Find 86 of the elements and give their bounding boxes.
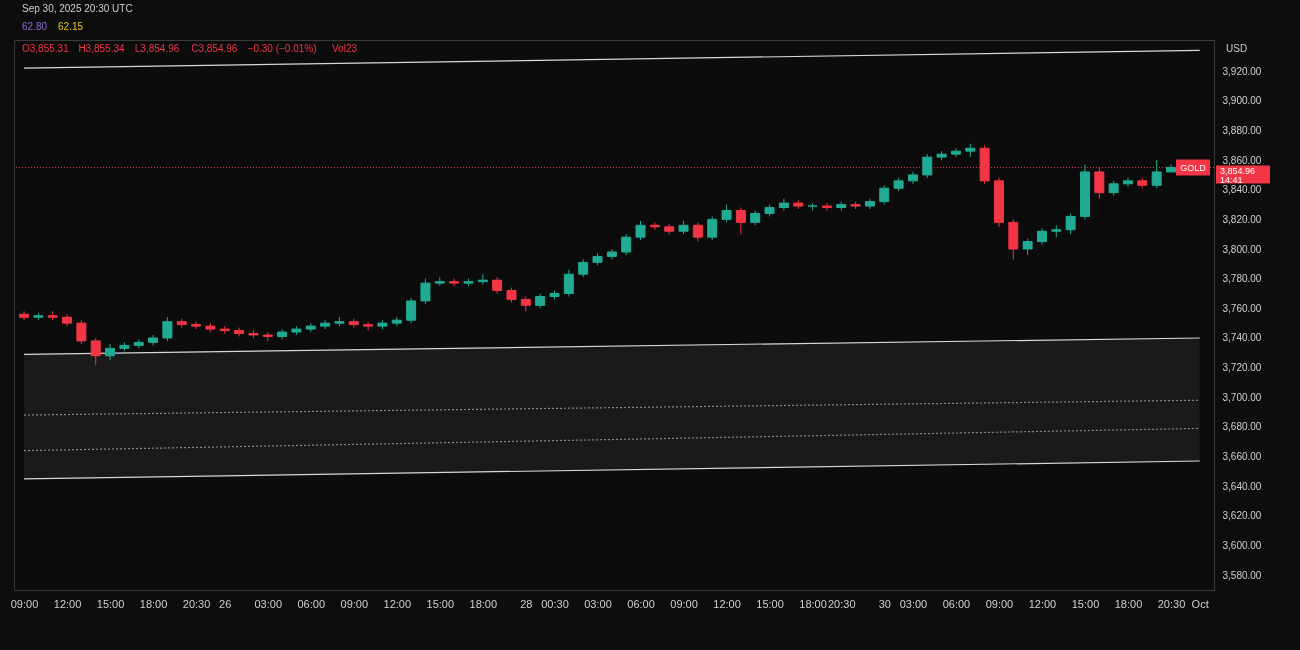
y-tick-label: 3,780.00 [1222,273,1262,285]
annotation: C3,854.96 [191,43,238,54]
x-tick-label: 26 [219,597,232,610]
y-tick-label: 3,640.00 [1222,480,1262,492]
candlestick [406,297,417,324]
candlestick [1122,177,1133,188]
x-tick-label: 12:00 [713,597,741,610]
candlestick [922,153,933,179]
x-tick-label: 12:00 [1028,597,1057,610]
annotation: O3,855.31 [22,43,70,54]
x-tick-label: 09:00 [985,597,1014,610]
annotation: Vol23 [332,43,358,54]
text: 3,854.96 [1220,165,1256,176]
x-tick-label: 20:30 [1157,597,1186,610]
y-tick-label: 3,600.00 [1222,540,1262,552]
candlestick [191,321,202,330]
y-tick-label: 3,760.00 [1222,302,1262,314]
y-tick-label: 3,740.00 [1222,332,1262,344]
text: 14:41 [1220,174,1243,185]
ref-line-label: GOLD [1180,162,1207,173]
y-tick-label: 3,860.00 [1222,154,1262,166]
x-tick-label: 00:30 [541,597,569,610]
x-tick-label: Oct [1191,597,1209,610]
y-tick-label: 3,620.00 [1222,510,1262,522]
x-tick-label: 28 [520,597,533,610]
x-tick-label: 30 [878,597,891,610]
candlestick [363,321,374,332]
x-tick-label: 06:00 [297,597,326,610]
x-tick-label: 09:00 [10,597,39,610]
annotation: −0.30 (−0.01%) [247,43,317,54]
x-tick-label: 18:00 [139,597,168,610]
candlestick [735,207,746,235]
x-tick-label: 12:00 [53,597,82,610]
text: 62.15 [58,21,84,32]
x-tick-label: 12:00 [383,597,412,610]
candlestick [707,215,718,241]
candlestick [76,319,87,345]
y-axis-title: USD [1226,43,1248,54]
y-tick-label: 3,800.00 [1222,243,1262,255]
x-tick-label: 15:00 [96,597,125,610]
y-tick-label: 3,920.00 [1222,65,1262,77]
y-tick-label: 3,900.00 [1222,95,1262,107]
annotation: L3,854.96 [134,43,180,54]
annotation: H3,855.34 [78,43,125,54]
candlestick [950,147,961,158]
candlestick [320,319,331,330]
candlestick [19,310,30,321]
candlestick [162,316,173,342]
x-tick-label: 03:00 [584,597,612,610]
x-tick-label: 06:00 [942,597,971,610]
candlestick [1151,159,1162,189]
candlestick [821,202,832,211]
candlestick [449,278,460,287]
x-tick-label: 09:00 [340,597,369,610]
x-tick-label: 03:00 [899,597,928,610]
candlestick [621,233,632,256]
y-tick-label: 3,700.00 [1222,391,1262,403]
y-tick-label: 3,880.00 [1222,124,1262,136]
candlestick [420,278,431,305]
x-tick-label: 15:00 [1071,597,1100,610]
y-tick-label: 3,840.00 [1222,184,1262,196]
y-tick-label: 3,660.00 [1222,451,1262,463]
chart-title: Sep 30, 2025 20:30 UTC [22,3,133,14]
x-tick-label: 06:00 [627,597,655,610]
candlestick [1094,166,1105,200]
y-tick-label: 3,680.00 [1222,421,1262,433]
candlestick [692,221,703,243]
x-tick-label: 18:00 [469,597,498,610]
x-tick-label: 15:00 [756,597,784,610]
x-tick-label: 09:00 [670,597,698,610]
x-tick-label: 18:00 [1114,597,1143,610]
x-tick-label: 03:00 [254,597,283,610]
candlestick [563,269,574,297]
y-tick-label: 3,580.00 [1222,569,1262,581]
x-tick-label: 20:30 [182,597,211,610]
y-tick-label: 3,820.00 [1222,213,1262,225]
candlestick [635,220,646,241]
candlestick [90,337,101,366]
x-tick-label: 15:00 [426,597,455,610]
candlestick [105,343,116,361]
text: 62.80 [22,21,48,32]
candlestick [879,184,890,206]
candlestick [1065,212,1076,235]
x-tick-label: 20:30 [827,597,856,610]
x-tick-label: 18:00 [799,597,827,610]
y-tick-label: 3,720.00 [1222,362,1262,374]
